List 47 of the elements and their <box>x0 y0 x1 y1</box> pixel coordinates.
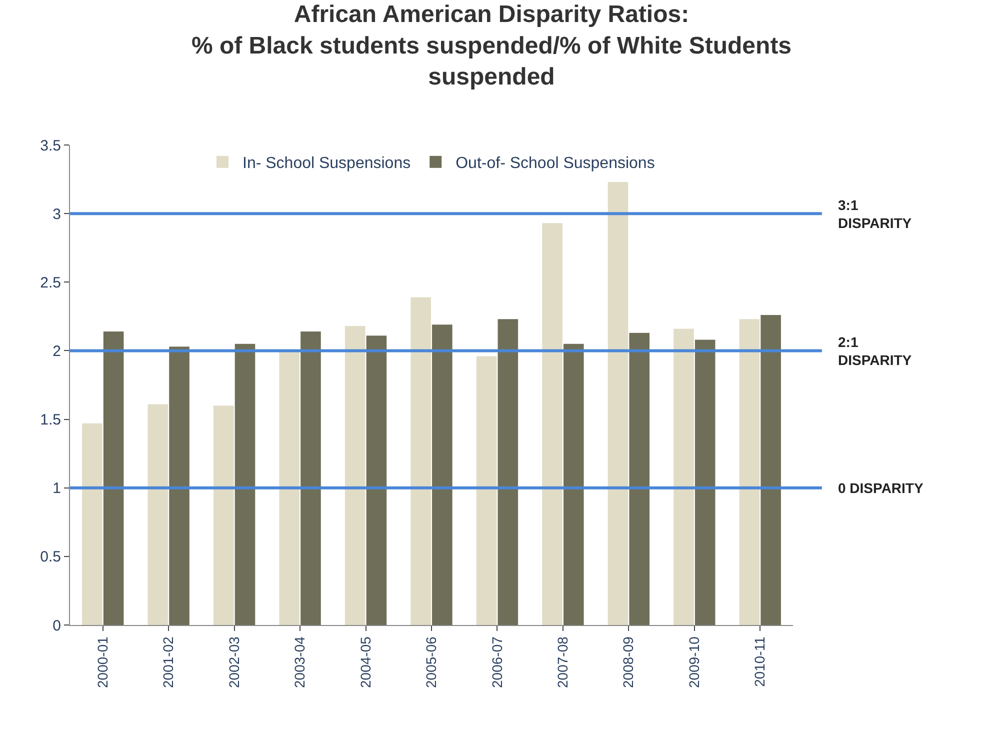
x-tick-label: 2004-05 <box>357 636 374 688</box>
y-tick-label: 2 <box>52 342 61 360</box>
y-tick-label: 1 <box>52 480 61 498</box>
bar <box>279 350 300 625</box>
bar <box>694 340 716 625</box>
bar <box>739 319 760 625</box>
bar <box>498 319 518 625</box>
legend-label: Out-of- School Suspensions <box>456 155 655 172</box>
bar <box>760 315 781 625</box>
bar <box>542 223 562 625</box>
bar <box>563 344 584 625</box>
x-tick-label: 2001-02 <box>160 636 176 688</box>
x-tick-label: 2010-11 <box>752 636 768 687</box>
x-tick-label: 2003-04 <box>292 636 308 688</box>
ref-line-label: 3:1 DISPARITY <box>838 197 912 232</box>
y-tick-label: 2.5 <box>40 274 61 292</box>
bar <box>103 332 124 625</box>
x-tick-label: 2007-08 <box>554 636 570 688</box>
bar <box>213 406 234 625</box>
bar <box>629 332 650 625</box>
y-tick-label: 0 <box>52 617 61 634</box>
legend-label: In- School Suspensions <box>242 155 411 172</box>
bar <box>344 326 366 625</box>
x-tick-label: 2008-09 <box>620 636 636 688</box>
bar <box>169 346 190 625</box>
ref-line-label: 2:1 DISPARITY <box>838 334 912 368</box>
bar <box>366 336 387 625</box>
x-tick-label: 2000-01 <box>94 636 110 688</box>
x-tick-label: 2006-07 <box>488 636 505 688</box>
chart-title: African American Disparity Ratios: % of Black students suspended/% of White Students suspended <box>191 1 792 90</box>
y-tick-label: 3 <box>52 206 61 223</box>
bar <box>608 182 628 625</box>
y-tick-label: 3.5 <box>40 137 61 154</box>
bar <box>234 344 256 625</box>
bar <box>148 404 168 625</box>
bar <box>476 356 497 625</box>
y-tick-label: 1.5 <box>40 412 61 429</box>
bar <box>432 324 452 625</box>
bar <box>300 332 321 625</box>
bar <box>82 423 102 625</box>
ref-line-label: 0 DISPARITY <box>838 480 924 496</box>
y-tick-label: 0.5 <box>40 548 61 566</box>
x-tick-label: 2009-10 <box>686 636 702 688</box>
bar <box>410 297 431 625</box>
x-tick-label: 2002-03 <box>226 636 242 688</box>
x-tick-label: 2005-06 <box>423 636 440 688</box>
bar <box>674 328 694 625</box>
